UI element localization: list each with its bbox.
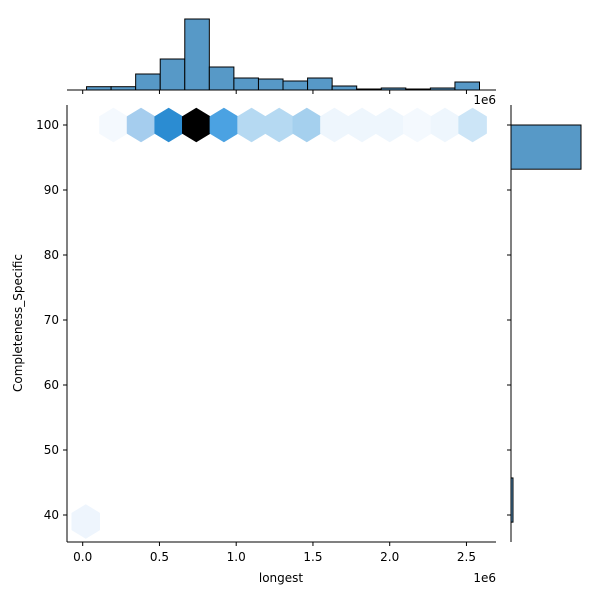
hexbin-cell [182, 107, 211, 143]
hexbin-cell [126, 107, 156, 143]
hexbin-cell [71, 504, 101, 539]
x-axis-ticks: 0.0 0.5 1.0 1.5 2.0 2.5 [73, 542, 476, 564]
x-tick-label: 1.5 [303, 550, 322, 564]
y-tick-label: 80 [44, 248, 59, 262]
top-hist-bar [331, 85, 358, 91]
y-tick-label: 50 [44, 443, 59, 457]
top-hist-bar [159, 58, 186, 91]
hexbin-cell [264, 107, 294, 143]
x-tick-label: 1.0 [227, 550, 246, 564]
right-marginal-ticks [507, 124, 511, 516]
right-marginal-histogram [510, 124, 582, 523]
hexbin-cell [403, 107, 432, 143]
x-tick-label: 0.0 [73, 550, 92, 564]
top-hist-bar [307, 77, 333, 91]
x-tick-label: 0.5 [150, 550, 169, 564]
hexbin-cell [292, 107, 322, 143]
y-axis-ticks: 100 90 80 70 60 50 40 [36, 118, 67, 522]
top-marginal-ticks [82, 90, 467, 94]
top-hist-bar [282, 80, 309, 91]
top-marginal-histogram [86, 18, 480, 91]
hexbin-cell [99, 107, 128, 143]
top-hist-bar [208, 66, 235, 91]
y-tick-label: 100 [36, 118, 59, 132]
hexbin-cell [237, 107, 266, 143]
x-tick-label: 2.5 [457, 550, 476, 564]
top-hist-bar [233, 77, 259, 91]
y-tick-label: 90 [44, 183, 59, 197]
hexbin-plot-area [71, 107, 487, 539]
hexbin-cell [430, 107, 460, 143]
hexbin-cell [347, 107, 377, 143]
top-hist-bar [184, 18, 210, 91]
hexbin-cell [320, 107, 349, 143]
top-hist-bar [454, 81, 480, 91]
x-axis-offset-text: 1e6 [473, 571, 496, 585]
top-hist-bar [257, 78, 284, 91]
hexbin-cell [154, 107, 183, 143]
hexbin-cell [458, 107, 487, 143]
x-axis-label: longest [259, 571, 304, 585]
right-hist-bar [510, 124, 582, 170]
x-tick-label: 2.0 [380, 550, 399, 564]
hexbin-cell [209, 107, 239, 143]
hexbin-cell [375, 107, 404, 143]
y-tick-label: 60 [44, 378, 59, 392]
top-hist-bar [135, 73, 161, 91]
top-marginal-offset-text: 1e6 [473, 93, 496, 107]
y-tick-label: 70 [44, 313, 59, 327]
y-tick-label: 40 [44, 508, 59, 522]
y-axis-label: Completeness_Specific [11, 254, 25, 392]
